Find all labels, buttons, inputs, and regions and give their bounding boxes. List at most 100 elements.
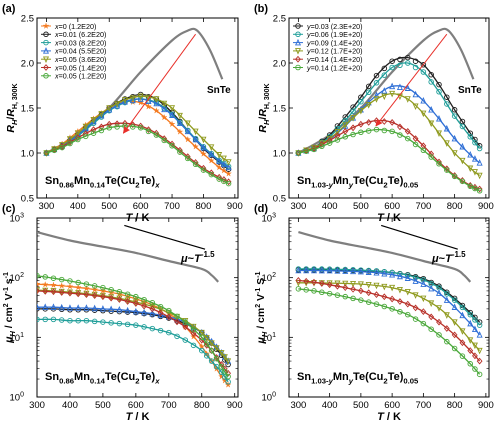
data-point-interp [176, 128, 184, 135]
data-point-interp [208, 150, 215, 158]
legend-var: y [306, 22, 311, 31]
data-point [389, 82, 396, 90]
data-point [436, 161, 442, 167]
data-point [67, 317, 73, 324]
data-point-interp [334, 282, 341, 290]
text-part: y [348, 180, 354, 189]
data-point [169, 140, 175, 148]
y-label-part: H [10, 119, 19, 125]
series-line [298, 56, 481, 154]
data-point-interp [221, 178, 227, 185]
data-point-interp [412, 304, 419, 312]
data-point [357, 120, 364, 128]
data-point-interp [220, 155, 227, 163]
x-tick-label: 800 [447, 201, 463, 212]
y-tick-label: 103 [10, 213, 25, 225]
data-point [476, 357, 483, 365]
data-point [467, 134, 474, 140]
data-point-interp [412, 316, 419, 322]
text-part: Mn [333, 371, 349, 383]
series-6 [43, 123, 232, 187]
data-point [198, 329, 205, 337]
x-tick-label: 300 [38, 201, 54, 212]
data-point [132, 307, 139, 315]
data-point [106, 105, 113, 112]
legend-var: y [306, 55, 311, 64]
text-part: Te(Cu [353, 371, 383, 383]
data-point [451, 297, 458, 303]
x-tick-label: 400 [70, 201, 86, 212]
legend-carrier: (1.7E+20) [329, 47, 363, 56]
data-point [451, 107, 458, 113]
data-point-interp [334, 280, 341, 288]
composition-label: Sn0.86Mn0.14Te(Cu2Te)x [45, 371, 160, 385]
x-tick-label: 600 [133, 201, 149, 212]
legend-val: =0.06 [311, 30, 329, 39]
series-line [46, 93, 229, 170]
data-point-interp [67, 140, 73, 147]
data-point-interp [396, 286, 403, 294]
data-point [310, 266, 318, 274]
data-point [358, 129, 364, 136]
x-tick-label: 800 [196, 201, 212, 212]
legend-carrier: (8.2E20) [77, 38, 107, 47]
data-point [311, 146, 317, 153]
y-label-part: R [257, 125, 269, 133]
data-point [451, 319, 458, 326]
data-point-interp [471, 325, 478, 332]
x-tick-label: 300 [290, 201, 306, 212]
legend-marker [295, 31, 301, 38]
data-point [405, 54, 411, 61]
data-point [116, 296, 123, 303]
y-tick-label: 1.5 [21, 104, 34, 115]
data-point-interp [381, 72, 388, 78]
text-part: Te) [388, 175, 404, 187]
data-point-interp [365, 289, 372, 297]
data-point-interp [350, 281, 357, 288]
data-point-interp [459, 311, 466, 319]
plot-area [295, 27, 483, 194]
legend-entry: x=0.05 (1.2E20) [54, 72, 106, 81]
x-tick-label: 500 [353, 201, 369, 212]
data-point [83, 281, 90, 287]
power-law-line [381, 224, 458, 250]
legend-entry: y=0.06 (1.9E+20) [306, 30, 363, 39]
data-point-interp [51, 147, 58, 154]
text-part: 1.03- [311, 376, 329, 385]
y-tick-label: 2.0 [273, 59, 286, 70]
data-point-interp [174, 313, 180, 320]
data-point [389, 270, 396, 278]
data-point [50, 303, 57, 310]
data-point [67, 289, 73, 297]
panel-label: (b) [254, 3, 268, 15]
data-point-interp [124, 298, 131, 305]
data-point-interp [303, 266, 309, 272]
series-5 [295, 126, 483, 194]
text-part: 0.86 [59, 180, 74, 189]
data-point-interp [141, 310, 147, 317]
data-point [106, 125, 112, 131]
x-tick-label: 700 [415, 201, 431, 212]
data-point-interp [91, 318, 98, 325]
y-tick-base: 10 [262, 393, 273, 404]
series-line [298, 85, 481, 164]
data-point [357, 287, 364, 295]
data-point [225, 170, 233, 177]
data-point-interp [381, 303, 388, 310]
legend-carrier: (2.3E+20) [329, 22, 363, 31]
data-point-interp [98, 111, 105, 119]
legend-val: =0.04 [59, 47, 77, 56]
data-point [295, 286, 302, 292]
data-point [358, 267, 364, 273]
data-point [373, 282, 380, 290]
data-point [116, 320, 123, 327]
legend-carrier: (1.2E+20) [329, 63, 363, 72]
y-label-part: -1 [3, 272, 10, 278]
data-point-interp [444, 167, 450, 173]
legend-marker [43, 31, 49, 38]
data-point-interp [412, 58, 419, 64]
data-point [326, 266, 333, 274]
data-point [100, 284, 106, 291]
